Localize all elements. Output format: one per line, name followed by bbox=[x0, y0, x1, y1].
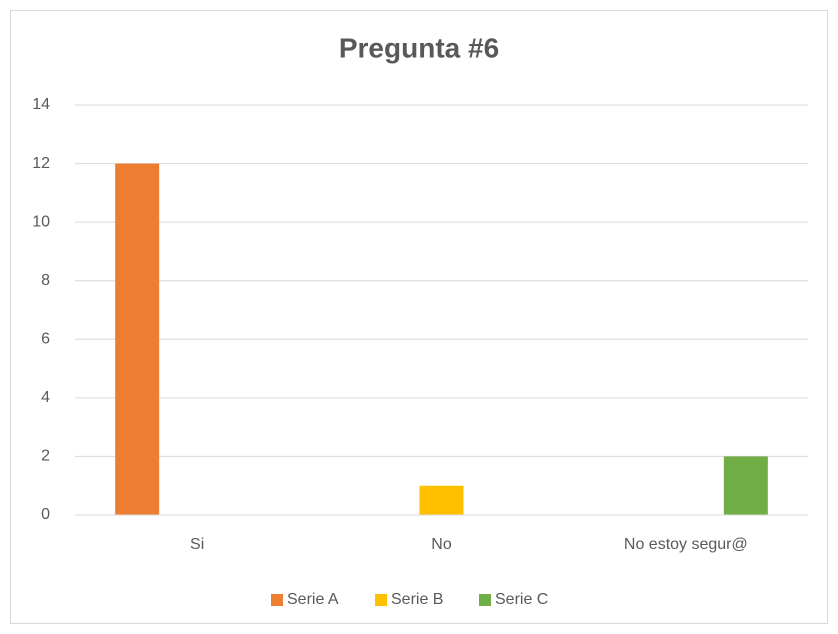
legend-swatch bbox=[375, 594, 387, 606]
bar bbox=[723, 456, 768, 515]
y-tick-label: 10 bbox=[32, 213, 50, 230]
y-tick-label: 8 bbox=[41, 272, 50, 289]
x-tick-label: Si bbox=[190, 536, 204, 553]
bar bbox=[419, 485, 464, 515]
x-tick-label: No estoy segur@ bbox=[624, 536, 748, 553]
y-tick-label: 6 bbox=[41, 331, 50, 348]
y-tick-label: 4 bbox=[41, 389, 50, 406]
legend-label: Serie C bbox=[495, 591, 548, 608]
legend-label: Serie A bbox=[287, 591, 339, 608]
legend-label: Serie B bbox=[391, 591, 443, 608]
y-tick-label: 2 bbox=[41, 448, 50, 465]
legend-swatch bbox=[271, 594, 283, 606]
y-tick-label: 0 bbox=[41, 506, 50, 523]
x-tick-label: No bbox=[431, 536, 452, 553]
bar bbox=[115, 163, 160, 516]
chart-title: Pregunta #6 bbox=[339, 32, 499, 63]
y-tick-label: 14 bbox=[32, 96, 50, 113]
legend-swatch bbox=[479, 594, 491, 606]
y-tick-label: 12 bbox=[32, 155, 50, 172]
